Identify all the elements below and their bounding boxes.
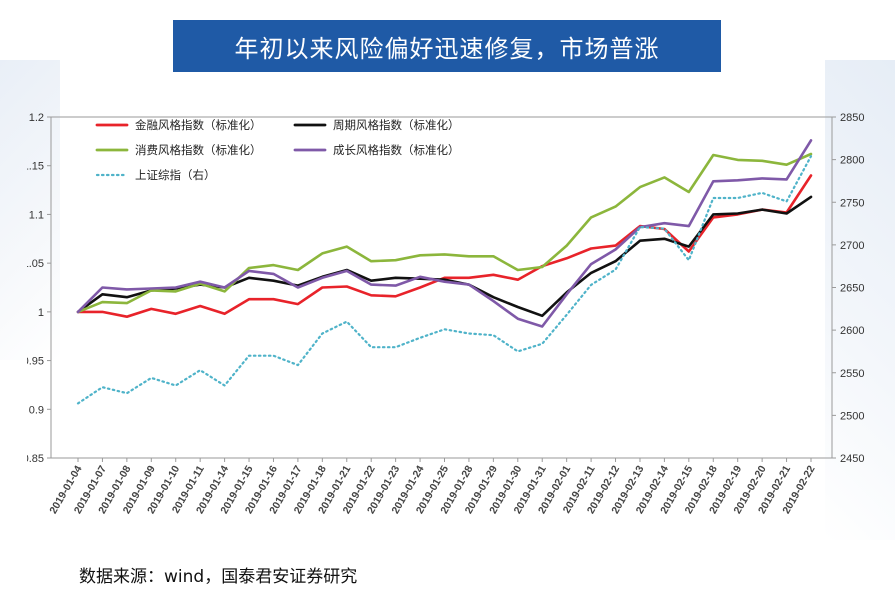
legend-label-2: 消费风格指数（标准化） bbox=[135, 143, 262, 157]
y-left-tick-label: 0.85 bbox=[27, 453, 44, 465]
y-right-tick-label: 2700 bbox=[840, 240, 864, 252]
legend-label-4: 上证综指（右） bbox=[135, 168, 216, 182]
series-line-0 bbox=[76, 174, 813, 318]
y-right-tick-label: 2850 bbox=[840, 112, 864, 124]
series-line-1 bbox=[76, 195, 813, 318]
page-title: 年初以来风险偏好迅速修复，市场普涨 bbox=[173, 20, 721, 72]
y-left-tick-label: 0.9 bbox=[29, 404, 44, 416]
y-right-tick-label: 2650 bbox=[840, 283, 864, 295]
legend-label-3: 成长风格指数（标准化） bbox=[333, 143, 460, 157]
source-note: 数据来源：wind，国泰君安证券研究 bbox=[79, 567, 358, 587]
background-decoration-right bbox=[825, 60, 895, 540]
legend-label-1: 周期风格指数（标准化） bbox=[333, 118, 460, 132]
y-right-tick-label: 2800 bbox=[840, 155, 864, 167]
y-left-tick-label: 1.05 bbox=[27, 258, 44, 270]
series-line-2 bbox=[76, 152, 813, 314]
background-decoration-left bbox=[0, 60, 60, 360]
series-line-3 bbox=[76, 139, 813, 328]
y-left-tick-label: 0.95 bbox=[27, 356, 44, 368]
y-right-tick-label: 2600 bbox=[840, 325, 864, 337]
line-chart: 0.85 0.9 0.95 1 1.05 1.1 1.15 1.2 2450 2500 2550 26… bbox=[23, 97, 867, 547]
y-left-tick-label: 1.2 bbox=[29, 112, 44, 124]
y-right-tick-label: 2550 bbox=[840, 368, 864, 380]
y-left-tick-label: 1.15 bbox=[27, 161, 44, 173]
legend-label-0: 金融风格指数（标准化） bbox=[135, 118, 262, 132]
y-left-tick-label: 1.1 bbox=[29, 209, 44, 221]
y-right-tick-label: 2500 bbox=[840, 410, 864, 422]
series-line-4 bbox=[76, 155, 813, 405]
y-left-tick-label: 1 bbox=[38, 307, 44, 319]
y-right-tick-label: 2750 bbox=[840, 197, 864, 209]
y-right-tick-label: 2450 bbox=[840, 453, 864, 465]
chart-svg: 0.85 0.9 0.95 1 1.05 1.1 1.15 1.2 2450 2500 2550 26… bbox=[23, 112, 865, 516]
